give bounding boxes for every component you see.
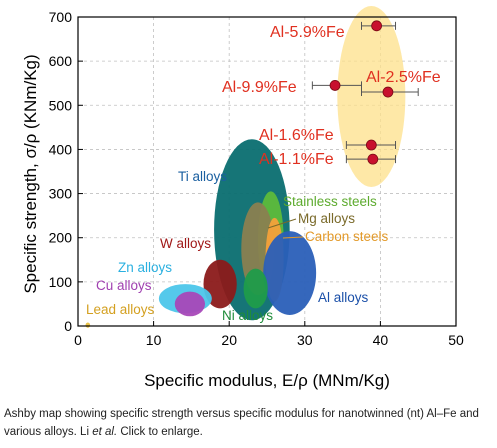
- x-axis-label: Specific modulus, E/ρ (MNm/Kg): [144, 371, 390, 390]
- data-point: [329, 80, 341, 91]
- region-label-ni-alloys: Ni alloys: [222, 308, 273, 323]
- figure-caption: Ashby map showing specific strength vers…: [4, 405, 493, 441]
- caption-text: Ashby map showing specific strength vers…: [4, 408, 479, 438]
- point-label: Al-9.9%Fe: [222, 79, 297, 96]
- y-tick-label: 100: [49, 274, 73, 290]
- region-lead-alloys: [85, 322, 91, 328]
- point-label: Al-5.9%Fe: [270, 24, 345, 41]
- region-label-carbon-steels: Carbon steels: [305, 229, 389, 244]
- y-tick-label: 600: [49, 53, 73, 69]
- region-label-w-alloys: W alloys: [160, 236, 211, 251]
- alloy-regions: [85, 5, 406, 328]
- x-tick-label: 50: [448, 332, 464, 348]
- caption-italic: et al.: [92, 426, 118, 438]
- region-nt-al-fe: [337, 5, 406, 187]
- region-label-ti-alloys: Ti alloys: [178, 169, 227, 184]
- leader-line: [267, 218, 297, 229]
- leader-line: [282, 236, 304, 239]
- data-point: [382, 86, 394, 98]
- data-points: [311, 20, 419, 165]
- region-cu-alloys: [174, 291, 206, 317]
- data-point: [371, 20, 383, 32]
- region-label-lead-alloys: Lead alloys: [86, 302, 155, 317]
- region-label-stainless-steels: Stainless steels: [283, 194, 377, 209]
- y-tick-label: 400: [49, 141, 73, 157]
- y-tick-label: 700: [49, 9, 73, 25]
- x-tick-label: 40: [373, 332, 389, 348]
- y-axis-label: Specific strength, σ/ρ (KNm/Kg): [21, 54, 40, 293]
- region-w-alloys: [203, 259, 237, 309]
- region-label-cu-alloys: Cu alloys: [96, 278, 152, 293]
- labels: Ti alloys Stainless steels Mg alloys Carbon…: [86, 24, 441, 323]
- y-tick-label: 500: [49, 97, 73, 113]
- y-tick-label: 300: [49, 186, 73, 202]
- plot-frame: [77, 16, 457, 327]
- x-tick-label: 20: [221, 332, 237, 348]
- y-tick-label: 200: [49, 230, 73, 246]
- data-point: [365, 139, 377, 151]
- region-al-alloys: [263, 231, 317, 315]
- data-point: [367, 153, 379, 165]
- x-tick-label: 0: [74, 332, 82, 348]
- point-label: Al-2.5%Fe: [366, 69, 441, 86]
- region-label-mg-alloys: Mg alloys: [298, 211, 355, 226]
- region-ni-alloys: [243, 268, 268, 309]
- caption-click-text[interactable]: Click to enlarge.: [117, 426, 203, 438]
- y-tick-label: 0: [64, 318, 72, 334]
- point-label: Al-1.6%Fe: [259, 127, 334, 144]
- region-label-al-alloys: Al alloys: [318, 290, 369, 305]
- region-label-zn-alloys: Zn alloys: [118, 260, 172, 275]
- point-label: Al-1.1%Fe: [259, 151, 334, 168]
- x-tick-label: 10: [146, 332, 162, 348]
- x-tick-label: 30: [297, 332, 313, 348]
